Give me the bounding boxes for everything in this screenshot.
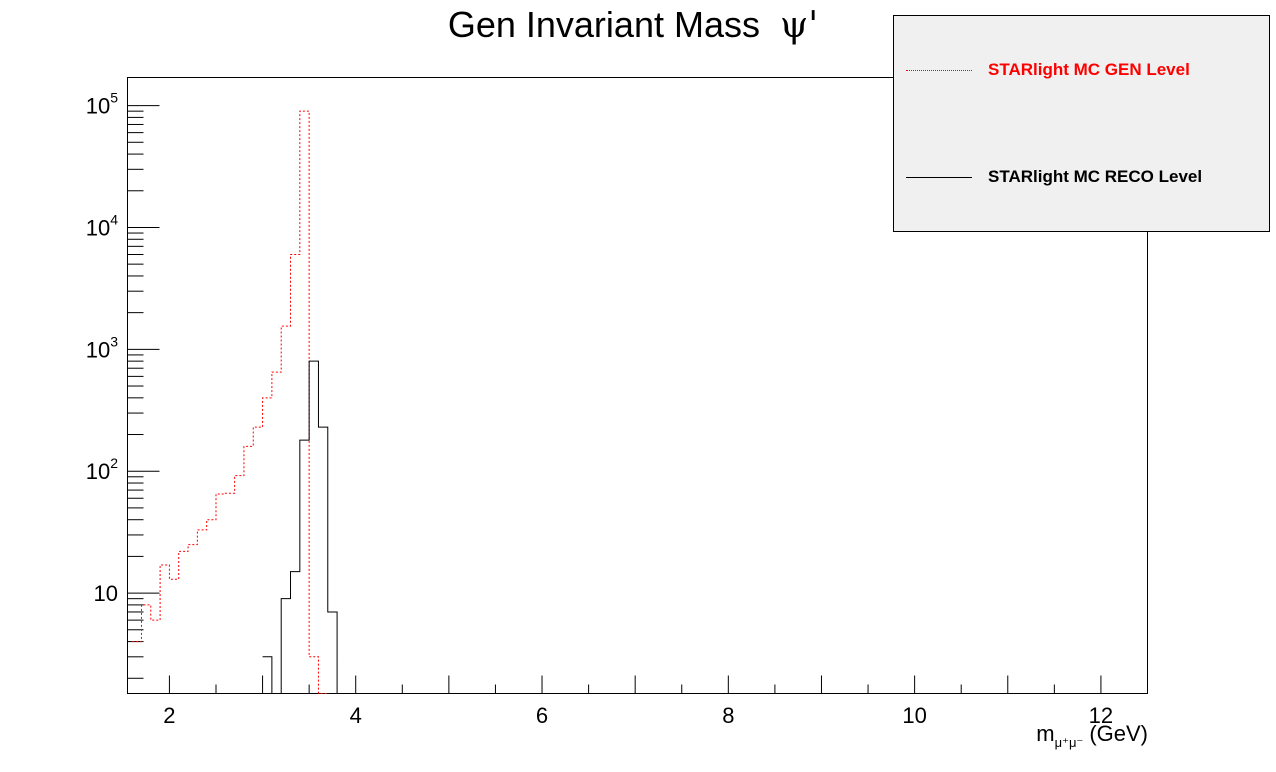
plot-frame bbox=[127, 77, 1148, 694]
y-tick-label: 10 bbox=[94, 581, 118, 606]
x-tick-label: 6 bbox=[536, 703, 548, 728]
legend-entry-gen: STARlight MC GEN Level bbox=[894, 60, 1190, 80]
y-tick-label: 102 bbox=[86, 455, 118, 484]
series-gen-line bbox=[132, 110, 328, 694]
x-tick-label: 12 bbox=[1089, 703, 1113, 728]
legend-entry-reco: STARlight MC RECO Level bbox=[894, 167, 1202, 187]
x-tick-label: 4 bbox=[350, 703, 362, 728]
y-tick-label: 105 bbox=[86, 90, 118, 119]
x-tick-label: 8 bbox=[722, 703, 734, 728]
series-layer bbox=[132, 110, 347, 694]
chart-title-text: Gen Invariant Mass bbox=[447, 4, 760, 45]
y-axis-ticks bbox=[127, 105, 160, 679]
x-tick-labels: 2 4 6 8 10 12 bbox=[163, 703, 1113, 728]
legend-label-gen: STARlight MC GEN Level bbox=[988, 60, 1190, 79]
legend-swatch-gen bbox=[906, 69, 972, 71]
x-axis-title-subscript: μ⁺μ⁻ bbox=[1055, 735, 1084, 750]
chart-title: Gen Invariant Mass ψ' bbox=[0, 4, 1276, 46]
x-axis-title: mμ⁺μ⁻ (GeV) bbox=[1036, 721, 1148, 750]
legend: STARlight MC GEN Level STARlight MC RECO… bbox=[893, 15, 1270, 232]
x-axis-title-unit: (GeV) bbox=[1089, 721, 1148, 746]
legend-label-reco: STARlight MC RECO Level bbox=[988, 167, 1203, 186]
chart-title-symbol: ψ' bbox=[780, 5, 819, 46]
series-reco-line bbox=[262, 360, 347, 694]
x-axis-ticks bbox=[168, 675, 1148, 694]
legend-swatch-reco bbox=[906, 176, 972, 178]
x-axis-title-base: m bbox=[1036, 721, 1054, 746]
y-tick-label: 103 bbox=[86, 333, 118, 362]
y-tick-label: 104 bbox=[86, 211, 118, 240]
y-tick-labels: 10 102 103 104 105 bbox=[86, 90, 118, 607]
x-tick-label: 2 bbox=[163, 703, 175, 728]
x-tick-label: 10 bbox=[902, 703, 926, 728]
